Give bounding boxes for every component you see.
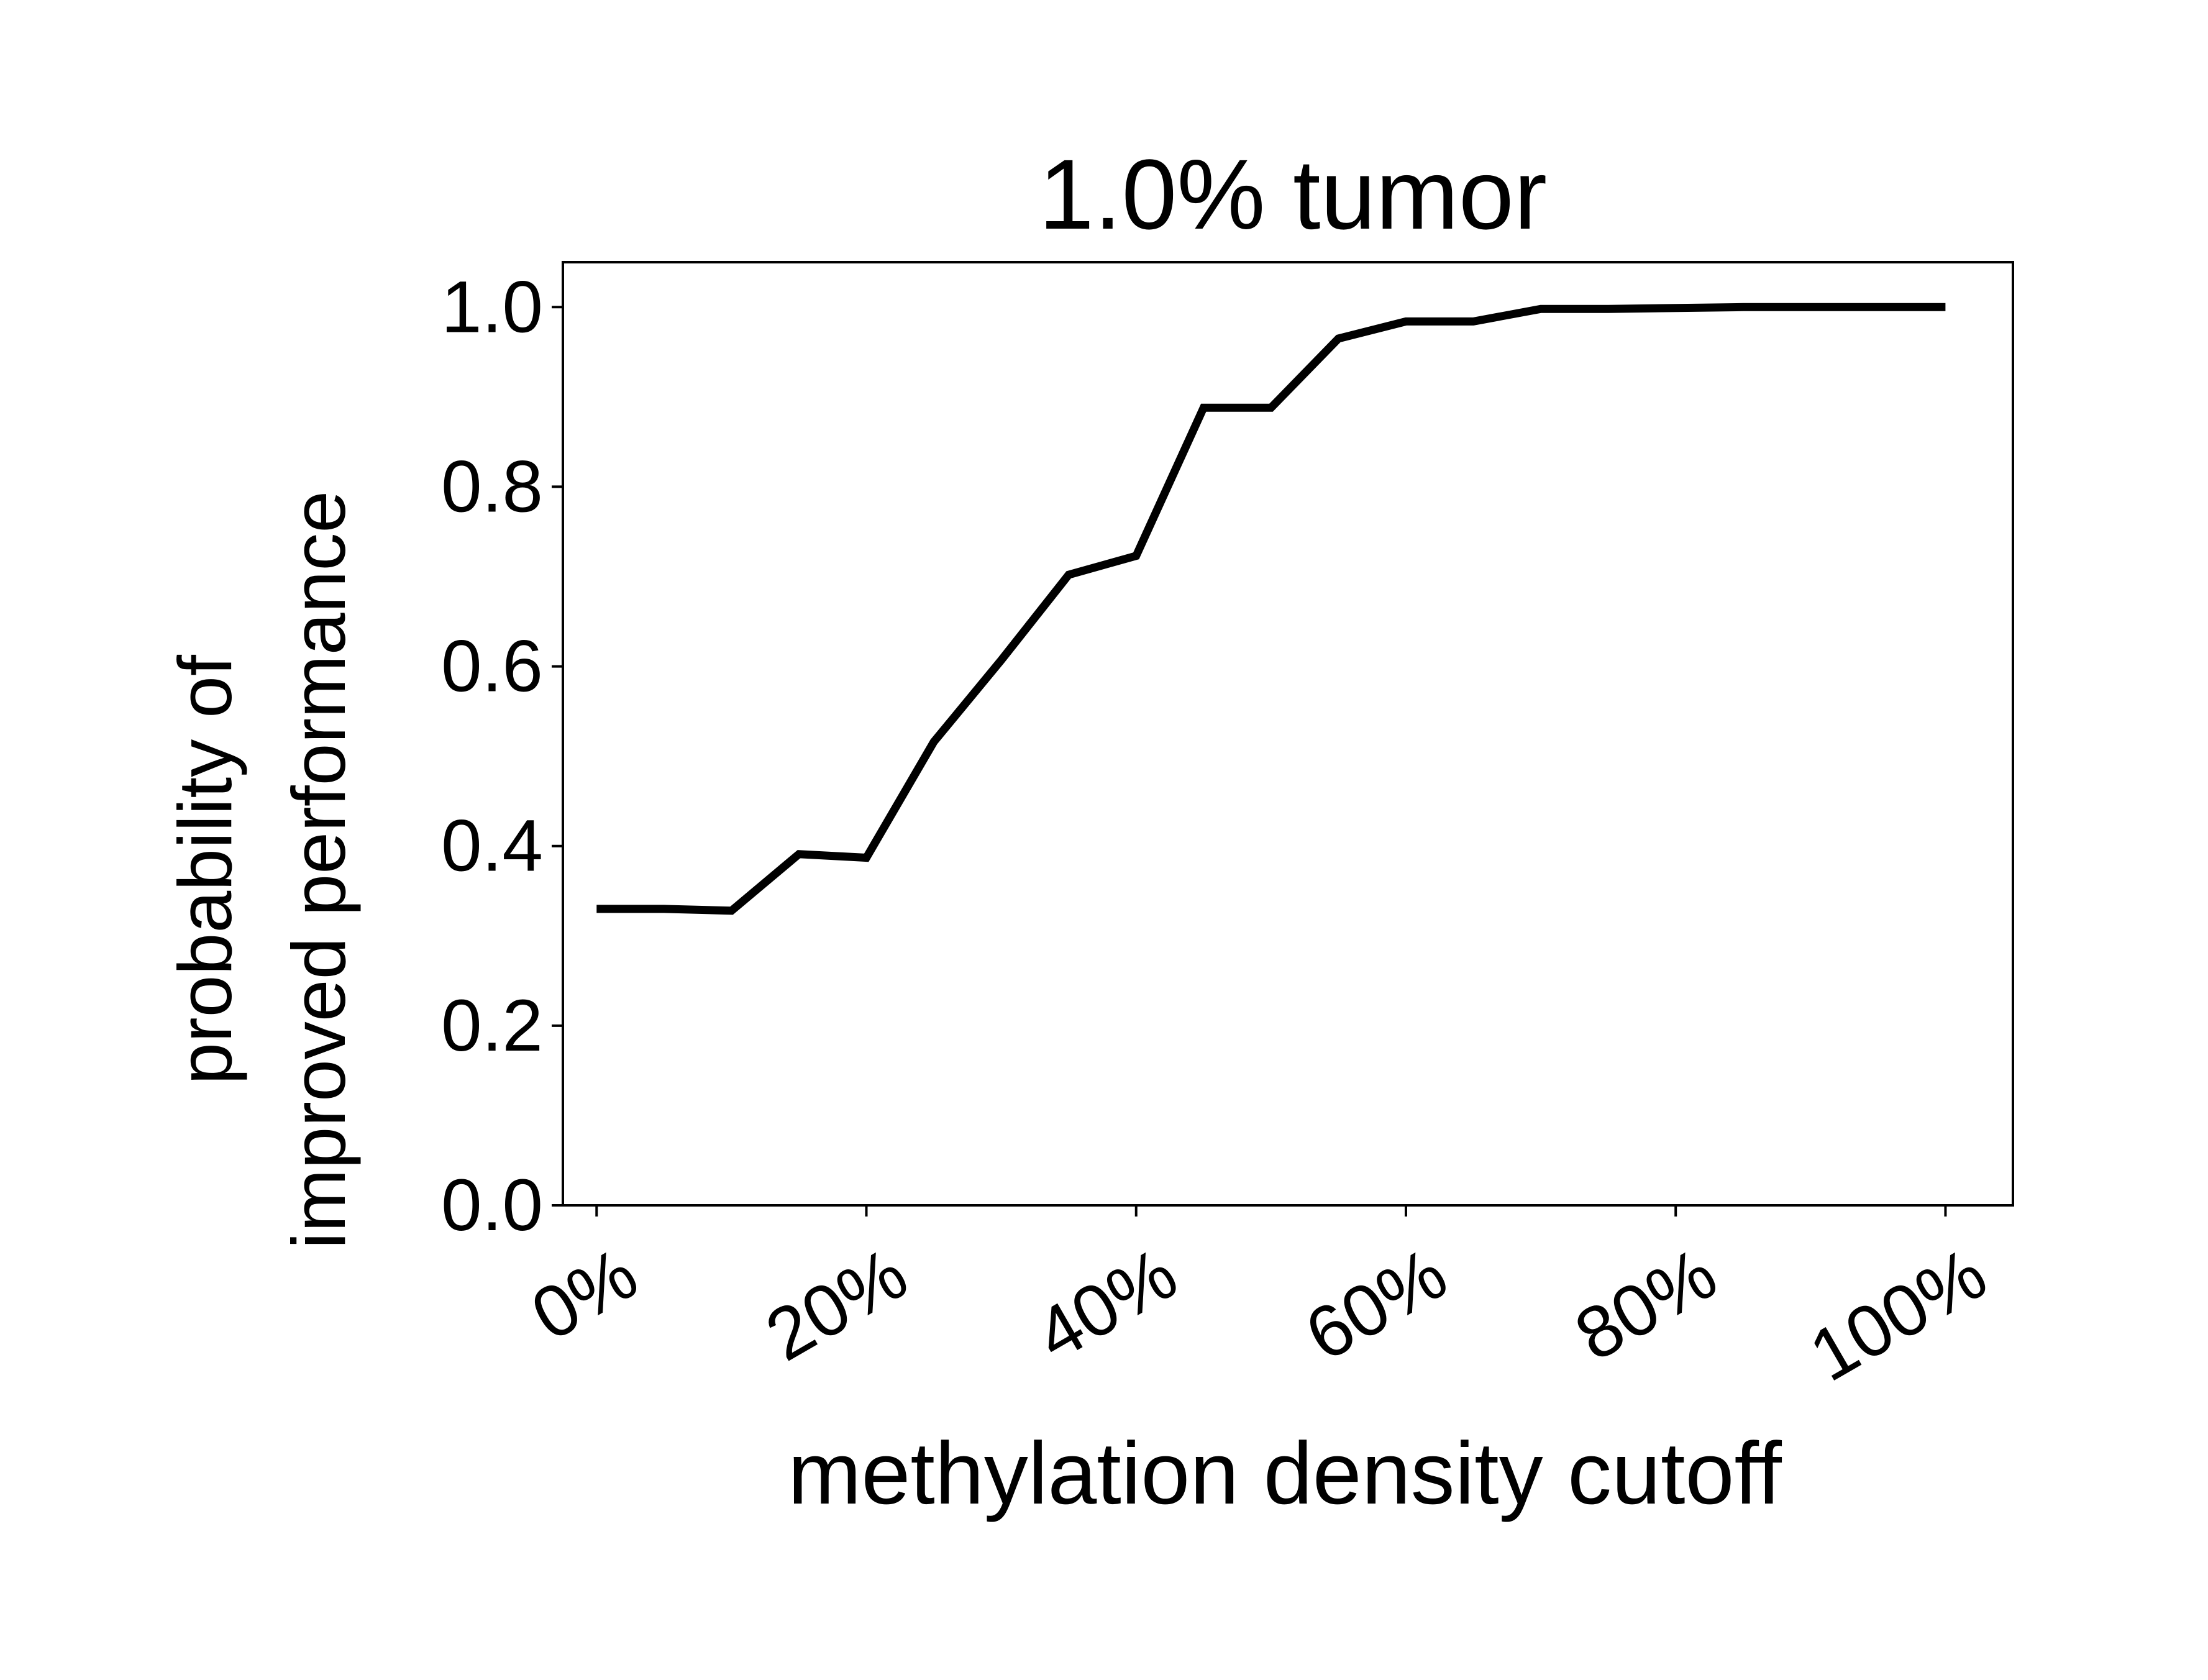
plot-series bbox=[596, 303, 1946, 915]
series-line bbox=[596, 303, 1946, 915]
y-axis-label: probability of improved performance bbox=[163, 491, 361, 1249]
y-axis-ticks: 0.0 0.2 0.4 0.6 0.8 1.0 bbox=[441, 266, 563, 1246]
y-tick-label: 0.6 bbox=[441, 626, 543, 708]
y-tick-label: 0.8 bbox=[441, 445, 543, 527]
plot-frame bbox=[562, 261, 2014, 1207]
y-tick-label: 0.4 bbox=[441, 805, 543, 887]
y-axis-label-line-1: probability of bbox=[163, 654, 247, 1085]
chart-title: 1.0% tumor bbox=[1039, 139, 1547, 250]
y-tick-label: 0.0 bbox=[441, 1164, 543, 1246]
x-axis-label: methylation density cutoff bbox=[788, 1424, 1782, 1523]
y-axis-label-line-2: improved performance bbox=[276, 491, 361, 1249]
y-tick-label: 1.0 bbox=[441, 266, 543, 348]
y-tick-label: 0.2 bbox=[441, 985, 543, 1067]
